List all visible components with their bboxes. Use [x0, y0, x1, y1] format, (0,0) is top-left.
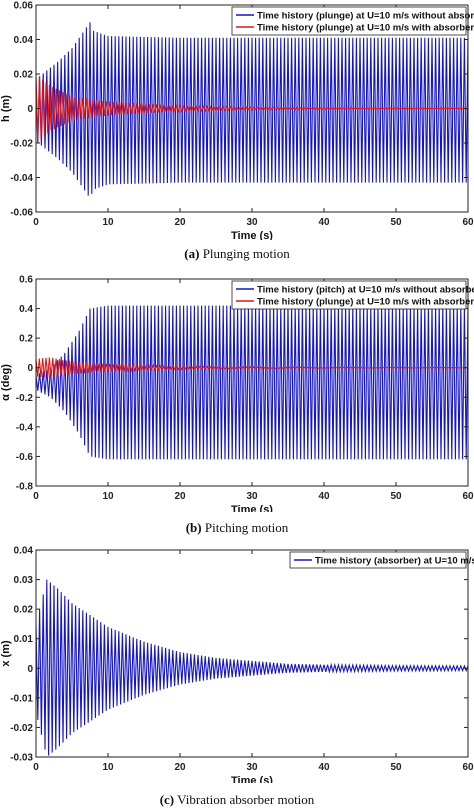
y-axis-label: x (m) [0, 640, 12, 667]
y-tick-label: 0.04 [14, 35, 34, 46]
y-tick-label: -0.8 [16, 482, 34, 493]
plot-frame [35, 549, 469, 758]
x-tick-label: 60 [462, 217, 474, 228]
y-tick-label: -0.06 [10, 208, 33, 219]
x-tick-label: 10 [102, 762, 114, 773]
legend-entry-1: Time history (absorber) at U=10 m/s [315, 555, 474, 566]
y-tick-label: 0.03 [14, 575, 34, 586]
caption-a-text: Plunging motion [202, 246, 290, 261]
x-tick-label: 30 [246, 217, 258, 228]
x-tick-label: 20 [174, 762, 186, 773]
y-tick-label: 0 [27, 664, 33, 675]
caption-a: (a) Plunging motion [0, 246, 474, 262]
x-tick-label: 40 [318, 491, 330, 502]
y-tick-label: 0.2 [19, 334, 33, 345]
series-line-1 [36, 305, 468, 460]
x-tick-label: 50 [390, 762, 402, 773]
series-group [36, 22, 468, 196]
y-tick-label: -0.4 [16, 422, 34, 433]
absorber-chart: 0 10 20 30 40 50 60 0.04 0.03 0.02 0.01 0 -0.01 -0.02… [0, 546, 474, 784]
absorber-chart-panel: 0 10 20 30 40 50 60 0.04 0.03 0.02 0.01 0 -0.01 -0.02… [0, 543, 474, 784]
x-tick-label: 60 [462, 762, 474, 773]
y-tick-label: 0.02 [14, 605, 34, 616]
pitch-chart-panel: 0 10 20 30 40 50 60 0.6 0.4 0.2 0 -0.2 -0.4 -0.6 -0.8 T… [0, 272, 474, 513]
y-tick-label: 0.02 [14, 70, 34, 81]
caption-b-text: Pitching motion [204, 520, 289, 535]
x-tick-label: 20 [174, 217, 186, 228]
y-tick-label: 0 [27, 363, 33, 374]
x-tick-label: 30 [246, 762, 258, 773]
plunge-chart-panel: 0 10 20 30 40 50 60 0.06 0.04 0.02 0 -0.02 -0.04 -0.0… [0, 0, 474, 241]
y-tick-label: 0.06 [14, 1, 34, 12]
caption-a-tag: (a) [184, 246, 200, 261]
caption-c-text: Vibration absorber motion [177, 792, 315, 807]
legend: Time history (plunge) at U=10 m/s withou… [231, 6, 474, 36]
y-axis-label: h (m) [0, 95, 12, 122]
series-group [36, 305, 468, 460]
y-tick-label: -0.01 [10, 693, 33, 704]
legend-box [231, 6, 467, 36]
series-line-1 [36, 579, 468, 756]
y-axis-label: α (deg) [0, 364, 12, 401]
legend-box [289, 551, 467, 569]
legend-box [231, 280, 467, 310]
y-tick-label: -0.03 [10, 753, 33, 764]
y-tick-label: -0.02 [10, 139, 33, 150]
pitch-chart: 0 10 20 30 40 50 60 0.6 0.4 0.2 0 -0.2 -0.4 -0.6 -0.8 T… [0, 275, 474, 513]
legend-entry-2: Time history (plunge) at U=10 m/s with a… [257, 296, 474, 307]
y-tick-label: -0.04 [10, 173, 33, 184]
y-tick-label: -0.02 [10, 723, 33, 734]
y-tick-label: 0.01 [14, 634, 34, 645]
x-axis-label: Time (s) [231, 504, 273, 512]
legend: Time history (pitch) at U=10 m/s without… [231, 280, 474, 310]
x-tick-label: 10 [102, 491, 114, 502]
x-axis-label: Time (s) [231, 230, 273, 240]
x-tick-label: 50 [390, 217, 402, 228]
legend: Time history (absorber) at U=10 m/s [289, 551, 474, 569]
x-tick-label: 30 [246, 491, 258, 502]
caption-b: (b) Pitching motion [0, 520, 474, 536]
legend-entry-1: Time history (pitch) at U=10 m/s without… [257, 284, 474, 295]
legend-entry-2: Time history (plunge) at U=10 m/s with a… [257, 22, 474, 33]
x-tick-label: 40 [318, 217, 330, 228]
x-tick-label: 60 [462, 491, 474, 502]
y-tick-label: 0.04 [14, 546, 34, 557]
y-tick-label: -0.2 [16, 393, 34, 404]
series-line-2 [36, 73, 468, 142]
y-tick-label: 0.4 [19, 304, 33, 315]
caption-c: (c) Vibration absorber motion [0, 792, 474, 808]
y-tick-label: -0.6 [16, 452, 34, 463]
plunge-chart: 0 10 20 30 40 50 60 0.06 0.04 0.02 0 -0.02 -0.04 -0.0… [0, 1, 474, 241]
x-tick-label: 50 [390, 491, 402, 502]
x-axis-label: Time (s) [231, 775, 273, 783]
x-tick-label: 10 [102, 217, 114, 228]
x-tick-label: 40 [318, 762, 330, 773]
series-line-1 [36, 22, 468, 196]
x-tick-label: 0 [33, 491, 39, 502]
series-line-2 [36, 357, 468, 378]
series-group [36, 579, 468, 756]
y-tick-label: 0 [27, 104, 33, 115]
caption-c-tag: (c) [159, 792, 175, 807]
caption-b-tag: (b) [185, 520, 202, 535]
x-tick-label: 0 [33, 762, 39, 773]
x-tick-label: 20 [174, 491, 186, 502]
y-tick-label: 0.6 [19, 275, 33, 286]
legend-entry-1: Time history (plunge) at U=10 m/s withou… [257, 10, 474, 21]
x-tick-label: 0 [33, 217, 39, 228]
